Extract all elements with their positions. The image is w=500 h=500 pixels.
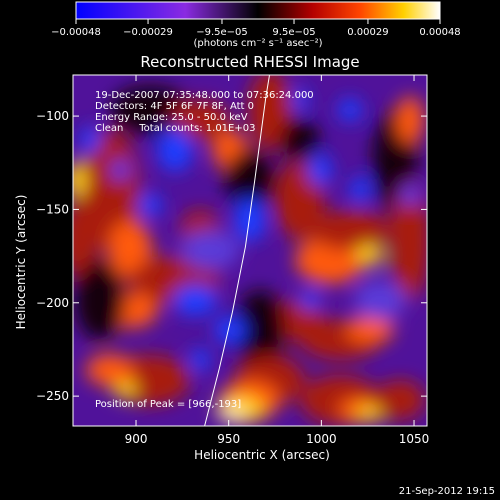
image-region: [214, 316, 246, 344]
image-region: [73, 200, 98, 280]
image-region: [86, 354, 134, 386]
image-region: [234, 198, 266, 242]
y-tick-label: −100: [36, 109, 69, 123]
y-tick-label: −150: [36, 202, 69, 216]
image-region: [356, 406, 384, 422]
y-tick-label: −200: [36, 296, 69, 310]
colorbar: −0.00048 −0.00029 −9.5e−05 9.5e−05 0.00029 0.…: [51, 1, 461, 49]
image-region: [308, 154, 332, 186]
image-region: [157, 128, 193, 172]
image-region: [390, 180, 427, 300]
image-region: [173, 284, 217, 316]
plot-area: [73, 75, 427, 426]
image-region: [180, 230, 240, 270]
plot-frame: [72, 74, 428, 427]
image-region: [396, 96, 424, 144]
peak-position-label: Position of Peak = [966,-193]: [95, 399, 241, 410]
image-region: [75, 260, 125, 340]
image-region: [338, 98, 362, 122]
image-region: [248, 75, 292, 150]
image-region: [356, 245, 384, 265]
annotation-energy-range: Energy Range: 25.0 - 50.0 keV: [95, 112, 248, 123]
x-tick-label: 1050: [399, 432, 430, 446]
colorbar-gradient: [75, 1, 441, 20]
y-axis-label: Heliocentric Y (arcsec): [14, 195, 28, 330]
image-region: [190, 348, 210, 372]
axis-ticks: 900 950 1000 1050 −100 −150 −200 −250: [36, 75, 429, 446]
image-region: [280, 120, 320, 160]
colorbar-tick-label: 9.5e−05: [272, 27, 315, 38]
image-region: [225, 150, 275, 210]
image-region: [235, 290, 285, 370]
image-region: [300, 290, 320, 310]
x-axis-label: Heliocentric X (arcsec): [194, 448, 330, 462]
colorbar-units-label: (photons cm⁻² s⁻¹ asec⁻²): [193, 38, 322, 49]
colorbar-tick-label: −0.00029: [123, 27, 173, 38]
colorbar-tick-label: 0.00048: [419, 27, 460, 38]
image-blobs: [73, 75, 427, 425]
image-region: [292, 88, 308, 112]
annotation-counts: Clean Total counts: 1.01E+03: [95, 123, 255, 134]
image-region: [402, 185, 418, 205]
image-region: [222, 406, 242, 422]
x-tick-label: 900: [125, 432, 148, 446]
colorbar-tick-label: 0.00029: [347, 27, 388, 38]
image-region: [346, 316, 394, 344]
colorbar-ticks: −0.00048 −0.00029 −9.5e−05 9.5e−05 0.00029 0.…: [51, 19, 461, 38]
image-region: [170, 100, 230, 140]
annotation-time-range: 19-Dec-2007 07:35:48.000 to 07:36:24.000: [95, 90, 314, 101]
footer-timestamp: 21-Sep-2012 19:15: [399, 486, 495, 497]
image-region: [310, 210, 390, 250]
image-region: [138, 193, 162, 217]
image-region: [112, 160, 128, 180]
annotation-detectors: Detectors: 4F 5F 6F 7F 8F, Att 0: [95, 101, 254, 112]
y-tick-label: −250: [36, 389, 69, 403]
x-tick-label: 1000: [306, 432, 337, 446]
image-region: [375, 380, 425, 420]
colorbar-tick-label: −9.5e−05: [196, 27, 248, 38]
image-region: [73, 162, 86, 198]
annotations: 19-Dec-2007 07:35:48.000 to 07:36:24.000…: [95, 90, 314, 410]
solar-limb-line: [204, 75, 270, 426]
image-region: [354, 280, 406, 320]
x-tick-label: 950: [217, 432, 240, 446]
image-region: [113, 382, 137, 398]
image-region: [110, 86, 190, 134]
image-region: [350, 176, 370, 204]
colorbar-tick-label: −0.00048: [51, 27, 101, 38]
image-region: [80, 126, 100, 154]
chart-title: Reconstructed RHESSI Image: [140, 53, 359, 71]
